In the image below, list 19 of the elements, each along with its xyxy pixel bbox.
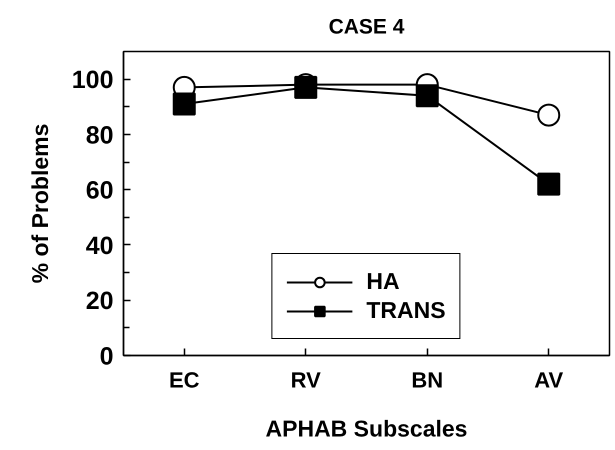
y-tick-label: 0 <box>100 342 114 370</box>
x-tick-label: AV <box>534 368 564 392</box>
y-tick-label: 60 <box>86 176 114 205</box>
x-tick-label: EC <box>168 368 200 392</box>
point <box>537 172 560 196</box>
point <box>172 92 196 116</box>
y-axis-title: % of Problems <box>26 124 53 284</box>
legend-label: TRANS <box>366 297 446 324</box>
point <box>416 84 439 108</box>
y-tick-label: 80 <box>86 121 114 150</box>
x-tick-label: BN <box>411 368 444 392</box>
legend-label: HA <box>366 268 400 295</box>
y-tick-label: 40 <box>86 232 114 260</box>
y-tick-label: 100 <box>72 66 114 94</box>
point <box>537 104 560 127</box>
y-tick-label: 20 <box>86 287 114 316</box>
chart-title: CASE 4 <box>328 16 405 38</box>
x-tick-label: RV <box>290 368 322 392</box>
x-axis-title: APHAB Subscales <box>266 416 468 442</box>
